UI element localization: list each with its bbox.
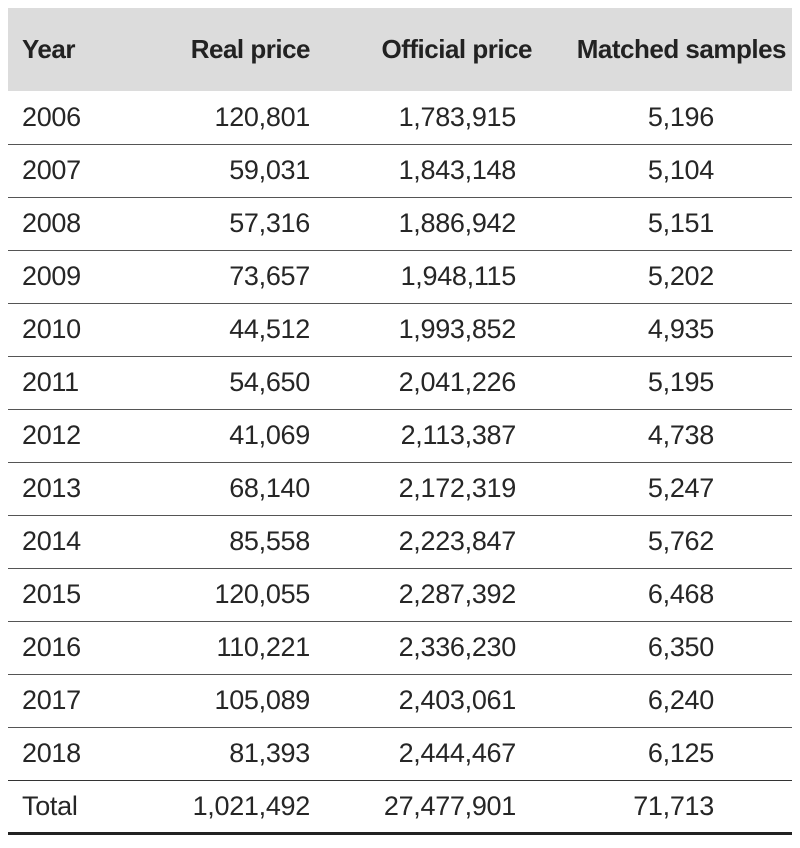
cell-real-price: 54,650: [229, 367, 310, 397]
table-row: 2012 41,069 2,113,387 4,738: [8, 409, 792, 462]
total-official-price: 27,477,901: [383, 790, 516, 821]
table-row: 2011 54,650 2,041,226 5,195: [8, 356, 792, 409]
cell-matched-samples: 6,240: [647, 685, 714, 715]
cell-official-price: 2,444,467: [398, 738, 517, 768]
cell-year: 2008: [22, 208, 81, 238]
table-row: 2014 85,558 2,223,847 5,762: [8, 515, 792, 568]
table-row: 2013 68,140 2,172,319 5,247: [8, 462, 792, 515]
cell-matched-samples: 4,935: [647, 314, 714, 344]
cell-year: 2011: [22, 367, 79, 397]
cell-matched-samples: 5,151: [647, 208, 714, 238]
table-row: 2006 120,801 1,783,915 5,196: [8, 91, 792, 144]
cell-year: 2009: [22, 261, 81, 291]
table-row: 2018 81,393 2,444,467 6,125: [8, 727, 792, 780]
cell-official-price: 2,041,226: [398, 367, 517, 397]
cell-official-price: 1,886,942: [398, 208, 517, 238]
cell-official-price: 1,993,852: [398, 314, 517, 344]
table-row: 2009 73,657 1,948,115 5,202: [8, 250, 792, 303]
total-label: Total: [22, 790, 78, 821]
cell-year: 2016: [22, 632, 81, 662]
cell-real-price: 120,055: [214, 579, 311, 609]
cell-matched-samples: 6,468: [647, 579, 714, 609]
cell-official-price: 1,948,115: [400, 261, 517, 291]
cell-year: 2010: [22, 314, 81, 344]
header-year: Year: [22, 34, 75, 64]
cell-real-price: 41,069: [229, 420, 310, 450]
cell-year: 2015: [22, 579, 81, 609]
cell-real-price: 85,558: [229, 526, 310, 556]
total-matched-samples: 71,713: [633, 790, 714, 821]
data-table-container: Year Real price Official price Matched s…: [8, 8, 792, 835]
cell-official-price: 2,287,392: [398, 579, 517, 609]
cell-real-price: 120,801: [214, 101, 311, 132]
cell-real-price: 81,393: [229, 738, 310, 768]
cell-matched-samples: 6,350: [647, 632, 714, 662]
table-row: 2007 59,031 1,843,148 5,104: [8, 144, 792, 197]
cell-matched-samples: 5,196: [647, 101, 714, 132]
cell-matched-samples: 5,195: [647, 367, 714, 397]
header-matched-samples: Matched samples: [576, 34, 787, 64]
cell-matched-samples: 4,738: [647, 420, 714, 450]
table-body: 2006 120,801 1,783,915 5,196 2007 59,031 1,843…: [8, 91, 792, 833]
cell-year: 2017: [22, 685, 81, 715]
cell-year: 2007: [22, 155, 81, 185]
header-official-price: Official price: [381, 34, 533, 64]
cell-year: 2013: [22, 473, 81, 503]
cell-official-price: 2,223,847: [398, 526, 517, 556]
cell-official-price: 2,113,387: [400, 420, 517, 450]
cell-official-price: 2,403,061: [398, 685, 517, 715]
total-row: Total 1,021,492 27,477,901 71,713: [8, 780, 792, 833]
cell-real-price: 105,089: [214, 685, 311, 715]
cell-real-price: 68,140: [229, 473, 310, 503]
table-row: 2008 57,316 1,886,942 5,151: [8, 197, 792, 250]
table-row: 2016 110,221 2,336,230 6,350: [8, 621, 792, 674]
total-real-price: 1,021,492: [192, 790, 311, 821]
header-row: Year Real price Official price Matched s…: [8, 8, 792, 91]
cell-matched-samples: 5,762: [647, 526, 714, 556]
cell-official-price: 1,783,915: [398, 101, 517, 132]
table-header: Year Real price Official price Matched s…: [8, 8, 792, 91]
cell-matched-samples: 6,125: [647, 738, 714, 768]
cell-real-price: 59,031: [229, 155, 310, 185]
cell-year: 2006: [22, 101, 81, 132]
cell-official-price: 2,172,319: [398, 473, 517, 503]
cell-matched-samples: 5,104: [647, 155, 714, 185]
cell-year: 2012: [22, 420, 81, 450]
cell-matched-samples: 5,247: [647, 473, 714, 503]
cell-official-price: 2,336,230: [398, 632, 517, 662]
cell-year: 2014: [22, 526, 81, 556]
cell-real-price: 57,316: [229, 208, 310, 238]
table-row: 2017 105,089 2,403,061 6,240: [8, 674, 792, 727]
cell-official-price: 1,843,148: [398, 155, 517, 185]
price-table: Year Real price Official price Matched s…: [8, 8, 792, 835]
cell-real-price: 110,221: [216, 632, 311, 662]
cell-year: 2018: [22, 738, 81, 768]
cell-real-price: 73,657: [229, 261, 310, 291]
cell-matched-samples: 5,202: [647, 261, 714, 291]
cell-real-price: 44,512: [229, 314, 310, 344]
header-real-price: Real price: [190, 34, 311, 64]
table-row: 2015 120,055 2,287,392 6,468: [8, 568, 792, 621]
table-row: 2010 44,512 1,993,852 4,935: [8, 303, 792, 356]
